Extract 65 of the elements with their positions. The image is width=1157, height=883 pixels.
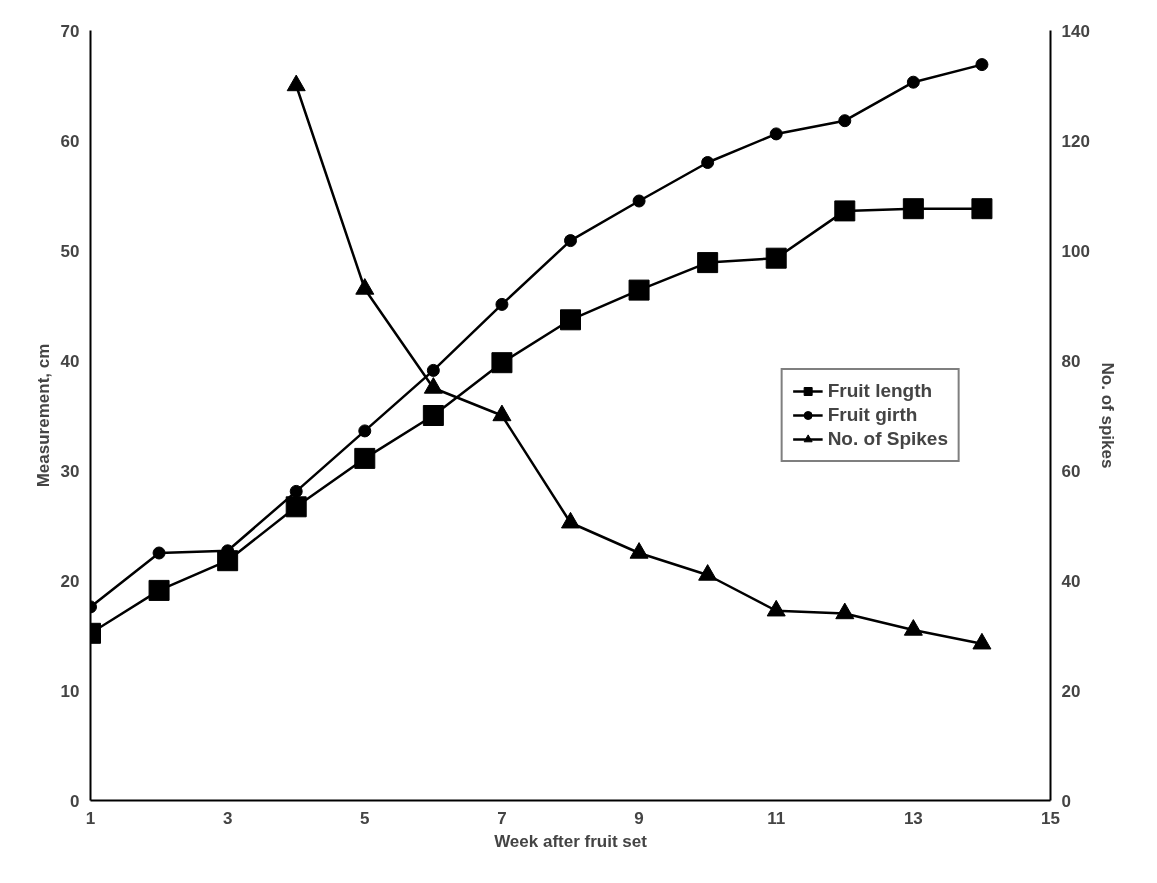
point [628,279,650,301]
point [903,619,923,636]
y2-tick-label: 60 [1061,461,1081,481]
point [426,363,440,377]
y2-tick-label: 20 [1061,681,1081,701]
y-tick-label: 10 [60,681,80,701]
legend-label: No. of Spikes [827,428,948,450]
x-tick-label: 7 [497,808,507,828]
point [355,278,375,295]
y-tick-label: 50 [60,241,80,261]
x-tick-label: 15 [1041,808,1060,828]
y2-tick-label: 80 [1061,351,1081,371]
legend-label: Fruit length [827,380,933,402]
point [492,404,512,422]
y2-axis-title: No. of spikes [1097,362,1117,469]
point [148,579,170,601]
point [422,405,444,426]
point [285,496,307,518]
point [972,632,992,650]
point [835,602,855,620]
point [491,352,513,374]
x-tick-label: 1 [85,808,96,828]
y2-tick-label: 120 [1061,131,1090,151]
point [560,309,581,331]
point [358,424,372,438]
point [495,297,509,311]
point [632,194,646,208]
point [698,564,718,581]
y-tick-label: 30 [60,461,80,481]
legend-label: Fruit girth [827,404,918,426]
point [629,542,649,559]
point [354,447,376,469]
point [766,599,786,617]
y-tick-label: 20 [60,571,80,591]
point [765,247,787,269]
y-tick-label: 0 [70,791,80,811]
y-tick-label: 70 [60,21,80,41]
x-axis-title: Week after fruit set [494,831,648,851]
point [971,198,993,220]
y2-tick-label: 0 [1061,791,1071,811]
x-tick-label: 9 [634,808,644,828]
point [152,546,166,560]
y2-tick-label: 100 [1061,241,1090,261]
x-tick-label: 11 [767,808,786,828]
y2-tick-label: 40 [1061,571,1081,591]
point [697,252,719,274]
x-tick-label: 5 [360,808,370,828]
point [902,198,924,220]
point [701,156,715,169]
point [975,58,989,72]
x-tick-label: 3 [222,808,233,828]
point [906,75,920,89]
x-tick-label: 13 [903,808,923,828]
point [769,127,783,141]
y-tick-label: 60 [60,131,80,151]
point [286,74,306,92]
y-axis-title: Measurement, cm [33,343,53,488]
y2-tick-label: 140 [1061,21,1090,41]
y-tick-label: 40 [60,351,80,371]
point [423,377,443,394]
point [564,234,577,248]
point [561,511,580,529]
point [289,484,303,498]
point [838,114,852,128]
point [834,200,856,222]
